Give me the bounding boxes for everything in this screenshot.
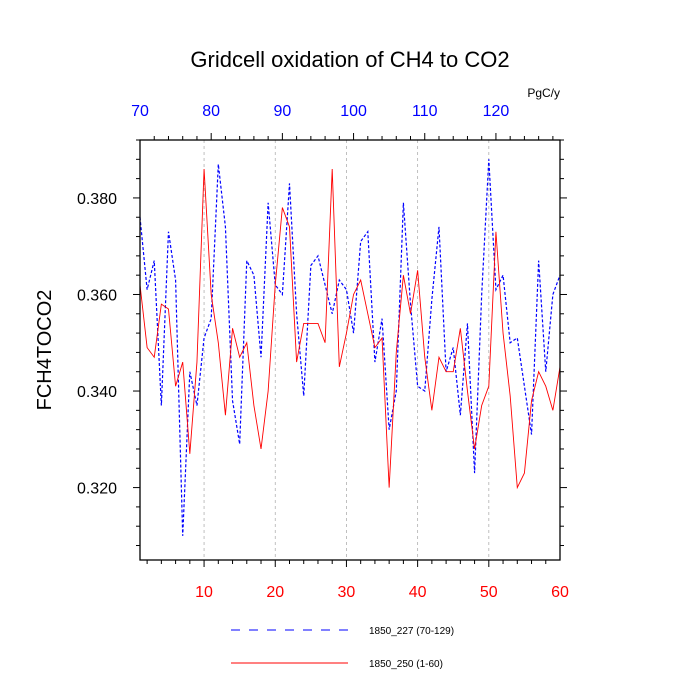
x-tick-label: 20 — [266, 584, 284, 601]
plot-border — [139, 139, 561, 561]
tick-labels: 10 20 30 40 50 60 70 80 90 100 110 120 0.320 0.340 0.3… — [77, 103, 569, 601]
y-tick-label: 0.380 — [77, 191, 117, 208]
units-label: PgC/y — [527, 86, 560, 100]
top-tick-label: 80 — [202, 103, 220, 120]
x-tick-label: 40 — [409, 584, 427, 601]
series-line-1 — [139, 159, 561, 536]
axis-ticks — [133, 133, 567, 567]
x-tick-label: 50 — [480, 584, 498, 601]
chart-title: Gridcell oxidation of CH4 to CO2 — [190, 47, 509, 72]
top-tick-label: 120 — [483, 103, 510, 120]
series-lines — [139, 159, 561, 536]
x-tick-label: 10 — [195, 584, 213, 601]
legend: 1850_227 (70-129) 1850_250 (1-60) — [231, 626, 454, 670]
series-line-2 — [139, 168, 561, 490]
y-tick-label: 0.320 — [77, 481, 117, 498]
top-tick-label: 90 — [273, 103, 291, 120]
grid-lines — [203, 140, 490, 560]
top-tick-label: 100 — [340, 103, 367, 120]
x-tick-label: 30 — [338, 584, 356, 601]
legend-label-1: 1850_227 (70-129) — [369, 626, 454, 637]
plot-frame — [139, 139, 561, 561]
top-tick-label: 110 — [412, 103, 438, 120]
y-axis-label: FCH4TOCO2 — [34, 290, 56, 411]
y-tick-label: 0.340 — [77, 384, 117, 401]
legend-label-2: 1850_250 (1-60) — [369, 659, 443, 670]
x-tick-label: 60 — [551, 584, 569, 601]
y-tick-label: 0.360 — [77, 287, 117, 304]
top-tick-label: 70 — [131, 103, 149, 120]
